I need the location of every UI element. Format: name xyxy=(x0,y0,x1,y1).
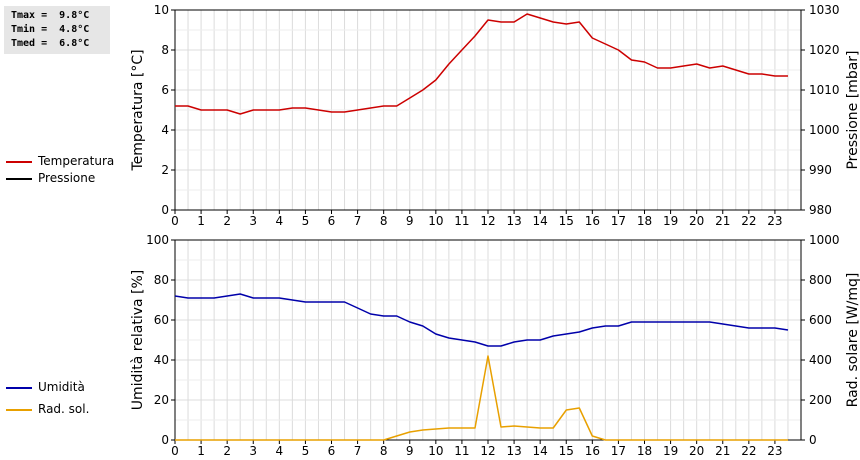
legend-label-pressione: Pressione xyxy=(38,171,96,185)
tmin-label: Tmin = 4.8°C xyxy=(11,24,90,35)
legend-swatch-radsol xyxy=(6,409,32,411)
top-xtick-label: 1 xyxy=(197,214,205,228)
top-y2label: Pressione [mbar] xyxy=(845,50,860,169)
bottom-xtick-label: 6 xyxy=(328,444,336,458)
top-xtick-label: 4 xyxy=(276,214,284,228)
top-xtick-label: 15 xyxy=(559,214,574,228)
bottom-ytick-label: 40 xyxy=(154,353,169,367)
top-y2tick-label: 1030 xyxy=(809,3,840,17)
bottom-y2tick-label: 0 xyxy=(809,433,817,447)
legend-swatch-pressione xyxy=(6,178,32,180)
top-xtick-label: 10 xyxy=(428,214,443,228)
bottom-xtick-label: 9 xyxy=(406,444,414,458)
bottom-y2tick-label: 400 xyxy=(809,353,832,367)
bottom-xtick-label: 22 xyxy=(741,444,756,458)
bottom-xtick-label: 15 xyxy=(559,444,574,458)
bottom-xtick-label: 10 xyxy=(428,444,443,458)
bottom-xtick-label: 20 xyxy=(689,444,704,458)
top-xtick-label: 8 xyxy=(380,214,388,228)
top-ytick-label: 8 xyxy=(161,43,169,57)
top-ytick-label: 0 xyxy=(161,203,169,217)
stats-box: Tmax = 9.8°C Tmin = 4.8°C Tmed = 6.8°C xyxy=(4,6,110,54)
top-xtick-label: 21 xyxy=(715,214,730,228)
top-y2tick-label: 990 xyxy=(809,163,832,177)
top-y2tick-label: 1010 xyxy=(809,83,840,97)
top-ytick-label: 6 xyxy=(161,83,169,97)
top-xtick-label: 22 xyxy=(741,214,756,228)
bottom-ytick-label: 80 xyxy=(154,273,169,287)
bottom-ylabel: Umidità relativa [%] xyxy=(130,270,146,411)
top-xtick-label: 11 xyxy=(454,214,469,228)
top-xtick-label: 18 xyxy=(637,214,652,228)
bottom-series-secondary-line xyxy=(175,355,788,441)
top-xtick-label: 0 xyxy=(171,214,179,228)
top-series-primary-line xyxy=(175,13,788,115)
bottom-xtick-label: 5 xyxy=(302,444,310,458)
top-xtick-label: 13 xyxy=(506,214,521,228)
bottom-ytick-label: 0 xyxy=(161,433,169,447)
top-y2tick-label: 980 xyxy=(809,203,832,217)
top-xtick-label: 3 xyxy=(249,214,257,228)
bottom-y2tick-label: 200 xyxy=(809,393,832,407)
bottom-ytick-label: 20 xyxy=(154,393,169,407)
bottom-xtick-label: 8 xyxy=(380,444,388,458)
bottom-xtick-label: 1 xyxy=(197,444,205,458)
top-y2tick-label: 1000 xyxy=(809,123,840,137)
bottom-xtick-label: 16 xyxy=(585,444,600,458)
bottom-xtick-label: 3 xyxy=(249,444,257,458)
tmed-label: Tmed = 6.8°C xyxy=(11,38,90,49)
bottom-xtick-label: 21 xyxy=(715,444,730,458)
top-xtick-label: 17 xyxy=(611,214,626,228)
legend-label-radsol: Rad. sol. xyxy=(38,402,90,416)
top-xtick-label: 2 xyxy=(223,214,231,228)
legend-label-temperatura: Temperatura xyxy=(38,154,115,168)
top-xtick-label: 9 xyxy=(406,214,414,228)
bottom-xtick-label: 2 xyxy=(223,444,231,458)
bottom-y2label: Rad. solare [W/mq] xyxy=(845,273,860,408)
bottom-series-primary-line xyxy=(174,293,789,347)
legend-label-umidita: Umidità xyxy=(38,380,85,394)
bottom-xtick-label: 7 xyxy=(354,444,362,458)
top-ytick-label: 2 xyxy=(161,163,169,177)
bottom-ytick-label: 100 xyxy=(146,233,169,247)
bottom-ytick-label: 60 xyxy=(154,313,169,327)
top-ylabel: Temperatura [°C] xyxy=(130,49,146,171)
bottom-xtick-label: 19 xyxy=(663,444,678,458)
bottom-xtick-label: 17 xyxy=(611,444,626,458)
top-xtick-label: 20 xyxy=(689,214,704,228)
bottom-xtick-label: 13 xyxy=(506,444,521,458)
bottom-y2tick-label: 1000 xyxy=(809,233,840,247)
top-xtick-label: 14 xyxy=(533,214,548,228)
bottom-y2tick-label: 800 xyxy=(809,273,832,287)
bottom-xtick-label: 11 xyxy=(454,444,469,458)
top-xtick-label: 5 xyxy=(302,214,310,228)
top-xtick-label: 19 xyxy=(663,214,678,228)
bottom-xtick-label: 0 xyxy=(171,444,179,458)
bottom-xtick-label: 4 xyxy=(276,444,284,458)
top-xtick-label: 23 xyxy=(767,214,782,228)
top-xtick-label: 7 xyxy=(354,214,362,228)
bottom-y2tick-label: 600 xyxy=(809,313,832,327)
top-xtick-label: 6 xyxy=(328,214,336,228)
top-ytick-label: 10 xyxy=(154,3,169,17)
top-ytick-label: 4 xyxy=(161,123,169,137)
bottom-xtick-label: 18 xyxy=(637,444,652,458)
top-xtick-label: 12 xyxy=(480,214,495,228)
top-xtick-label: 16 xyxy=(585,214,600,228)
legend-swatch-temperatura xyxy=(6,161,32,163)
bottom-xtick-label: 23 xyxy=(767,444,782,458)
bottom-xtick-label: 12 xyxy=(480,444,495,458)
tmax-label: Tmax = 9.8°C xyxy=(11,10,90,21)
top-y2tick-label: 1020 xyxy=(809,43,840,57)
legend-swatch-umidita xyxy=(6,387,32,389)
bottom-xtick-label: 14 xyxy=(533,444,548,458)
